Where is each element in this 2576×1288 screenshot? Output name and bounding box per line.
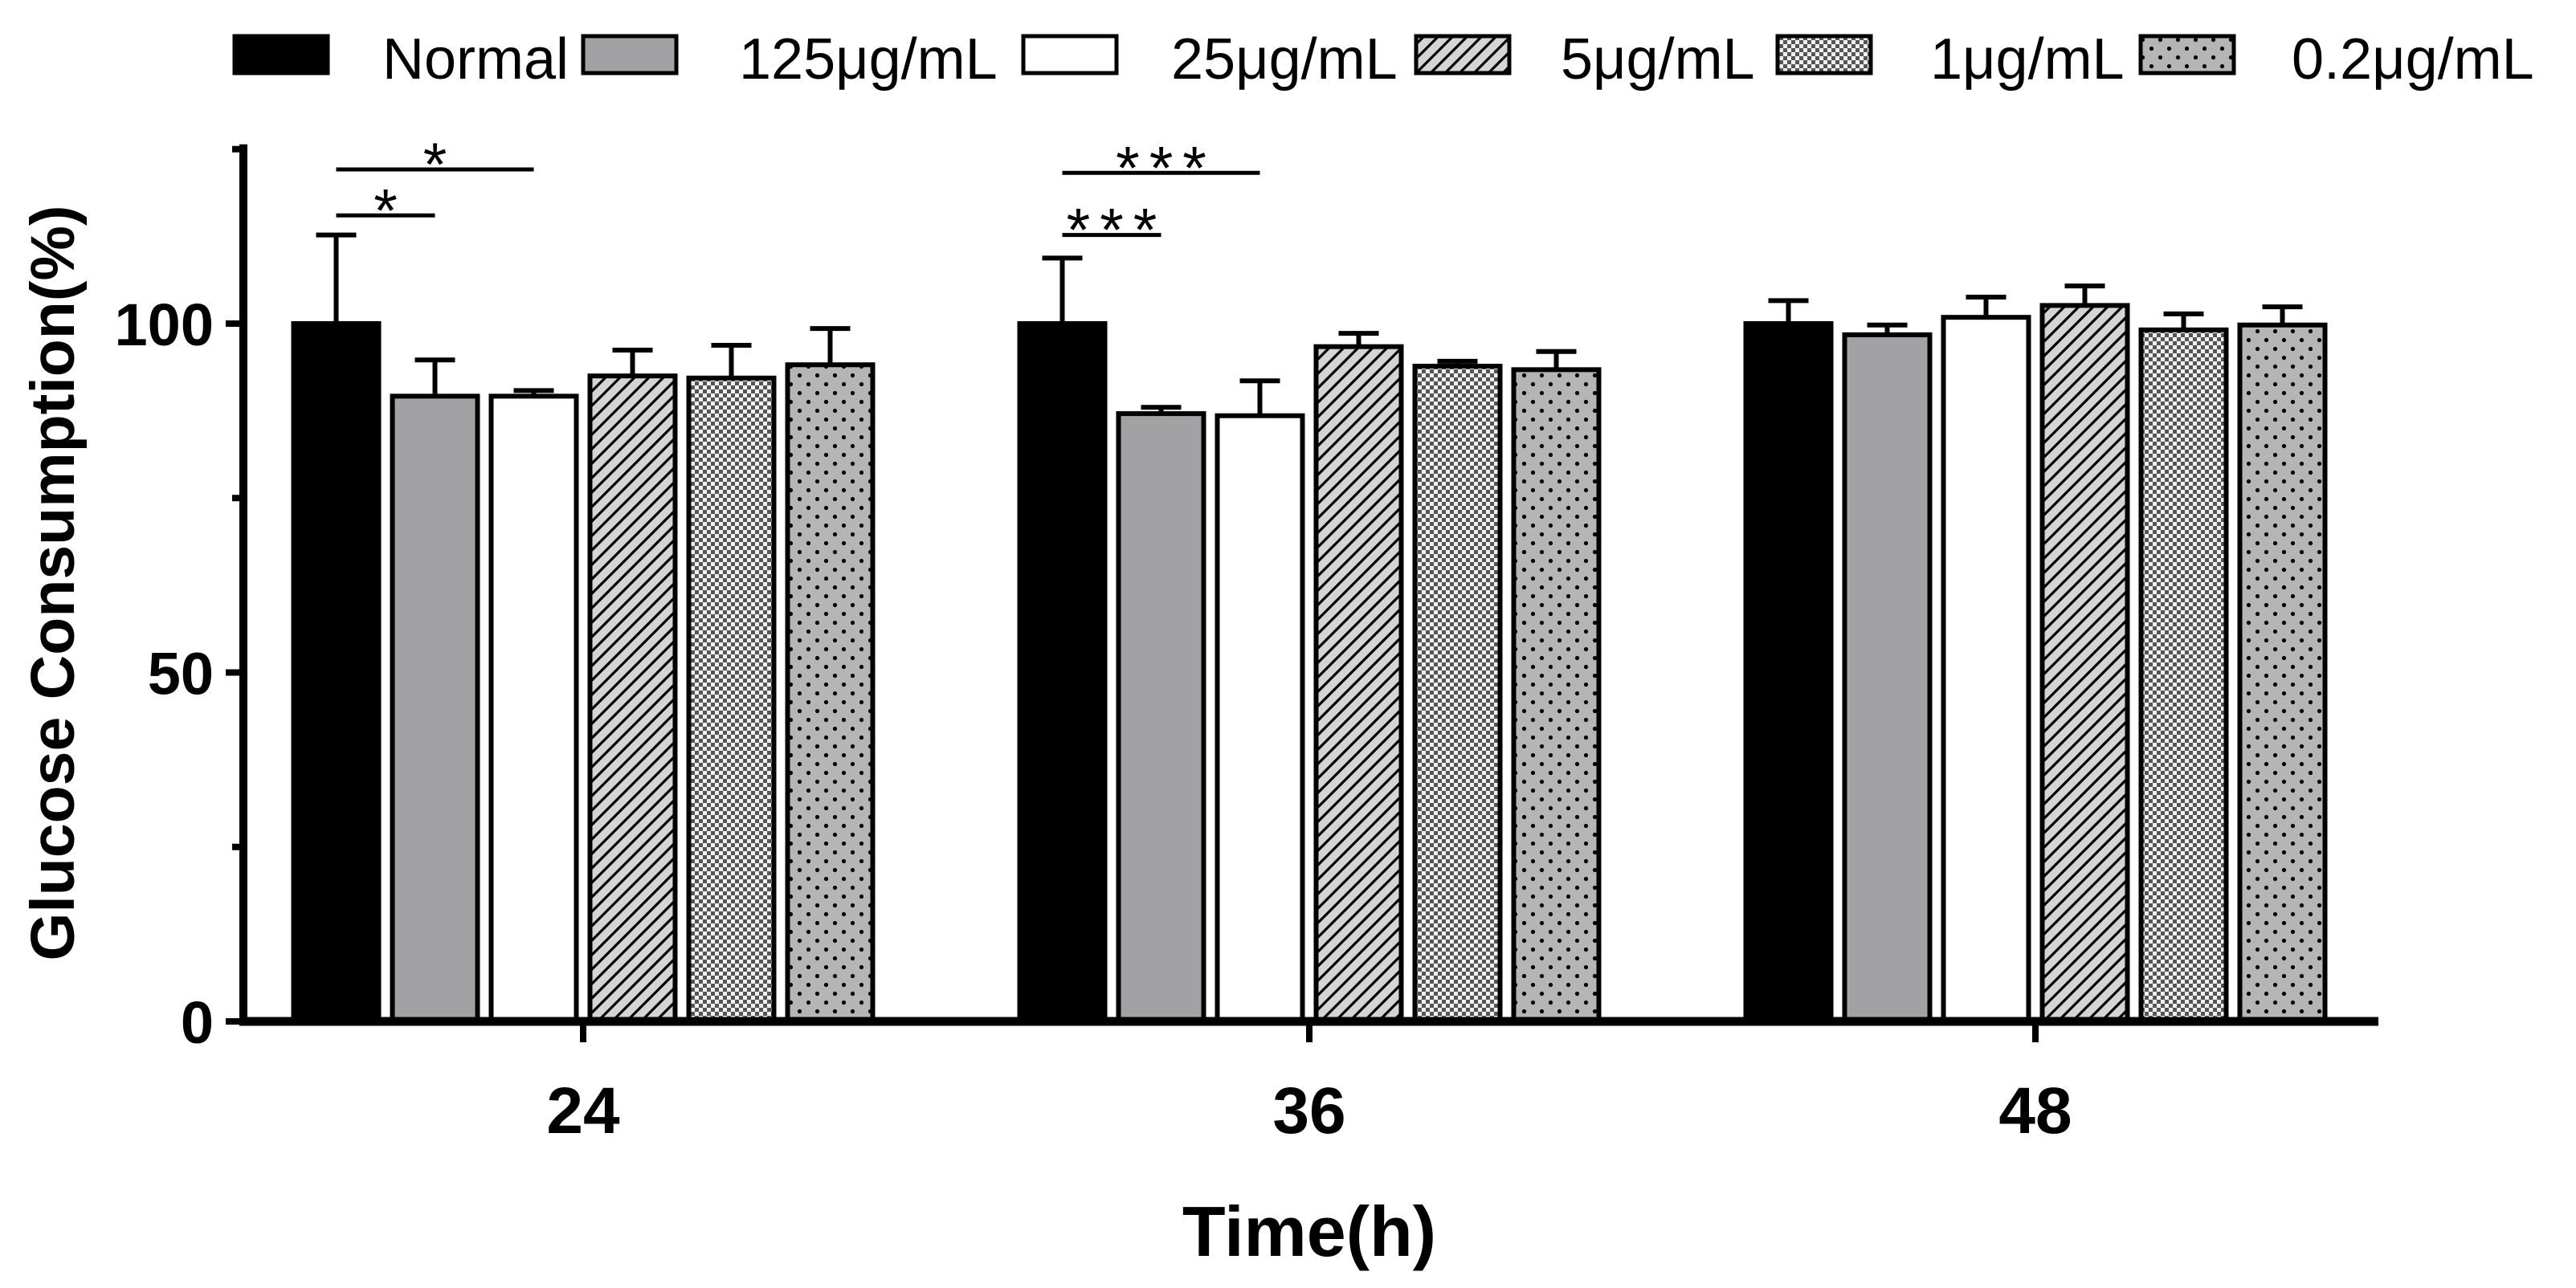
x-tick-label: 24 [546, 1074, 620, 1147]
significance-label: *** [1067, 197, 1167, 265]
bar-5ug-ml-36h [1313, 344, 1404, 1024]
legend-label: 5μg/mL [1561, 27, 1755, 92]
error-bar-5ug-ml-24h [612, 348, 653, 377]
legend-item-25ug-ml: 25μg/mL [1021, 27, 1398, 92]
significance-annotation: *** [1062, 134, 1260, 202]
error-bar-1ug-ml-48h [2163, 311, 2204, 330]
legend: Normal 125μg/mL 25μg/mL 5μg/mL 1μg/mL 0.2μg/m… [232, 27, 2534, 92]
significance-annotations: ******** [336, 131, 1260, 265]
x-axis-title: Time(h) [1182, 1192, 1436, 1271]
legend-swatch [1414, 34, 1512, 75]
legend-label: 1μg/mL [1930, 27, 2125, 92]
x-tick-label: 48 [1998, 1074, 2072, 1147]
legend-swatch [1775, 34, 1873, 75]
bar-25ug-ml-36h [1215, 413, 1305, 1024]
y-tick-label: 100 [115, 291, 214, 358]
bar-normal-36h [1017, 321, 1108, 1024]
legend-label: 25μg/mL [1171, 27, 1398, 92]
significance-label: * [423, 131, 457, 199]
significance-annotation: *** [1062, 197, 1167, 265]
legend-swatch [232, 34, 330, 75]
significance-label: * [374, 177, 407, 245]
y-tick-label: 0 [181, 989, 214, 1056]
error-bar-25ug-ml-36h [1239, 378, 1280, 416]
legend-item-normal: Normal [232, 27, 569, 92]
legend-item-125ug-ml: 125μg/mL [581, 27, 998, 92]
bar-0p2ug-ml-36h [1511, 367, 1602, 1024]
legend-label: Normal [382, 27, 569, 92]
error-bar-125ug-ml-48h [1867, 322, 1908, 335]
bar-25ug-ml-48h [1941, 315, 2031, 1024]
legend-item-5ug-ml: 5μg/mL [1414, 27, 1755, 92]
error-bar-125ug-ml-24h [414, 357, 455, 397]
significance-annotation: * [336, 131, 534, 199]
error-bar-0p2ug-ml-24h [810, 326, 851, 365]
legend-label: 0.2μg/mL [2292, 27, 2534, 92]
bar-125ug-ml-48h [1842, 332, 1933, 1024]
error-bar-normal-36h [1042, 255, 1083, 324]
plot-area: 0 50 100 24 36 48 [115, 144, 2378, 1147]
significance-label: *** [1116, 134, 1216, 202]
error-bar-5ug-ml-48h [2064, 283, 2105, 306]
bar-125ug-ml-24h [390, 393, 480, 1025]
error-bar-normal-24h [316, 232, 357, 324]
error-bar-25ug-ml-24h [513, 388, 554, 397]
legend-label: 125μg/mL [739, 27, 998, 92]
error-bar-125ug-ml-36h [1141, 405, 1182, 414]
bar-1ug-ml-48h [2138, 327, 2229, 1025]
x-tick-label: 36 [1272, 1074, 1345, 1147]
error-bar-0p2ug-ml-36h [1536, 348, 1577, 370]
bar-5ug-ml-48h [2039, 303, 2130, 1024]
error-bar-1ug-ml-36h [1437, 358, 1478, 367]
legend-swatch [2138, 34, 2236, 75]
bar-normal-24h [291, 321, 382, 1024]
y-tick-label: 50 [148, 641, 214, 707]
legend-swatch [1021, 34, 1119, 75]
bar-0p2ug-ml-24h [785, 362, 876, 1024]
error-bar-normal-48h [1768, 298, 1809, 324]
error-bar-1ug-ml-24h [711, 342, 752, 378]
bar-1ug-ml-36h [1412, 364, 1503, 1025]
bar-0p2ug-ml-48h [2237, 322, 2328, 1025]
bar-125ug-ml-36h [1116, 411, 1206, 1024]
legend-swatch [581, 34, 679, 75]
bar-normal-48h [1743, 321, 1834, 1024]
error-bar-5ug-ml-36h [1338, 331, 1379, 347]
bar-25ug-ml-24h [488, 393, 579, 1025]
legend-item-0p2ug-ml: 0.2μg/mL [2138, 27, 2534, 92]
error-bar-25ug-ml-48h [1966, 294, 2007, 318]
y-axis-title: Glucose Consumption(%) [18, 205, 88, 960]
bar-5ug-ml-24h [587, 373, 678, 1024]
error-bar-0p2ug-ml-48h [2262, 304, 2303, 325]
bar-1ug-ml-24h [686, 375, 777, 1025]
legend-item-1ug-ml: 1μg/mL [1775, 27, 2125, 92]
significance-annotation: * [336, 177, 435, 245]
